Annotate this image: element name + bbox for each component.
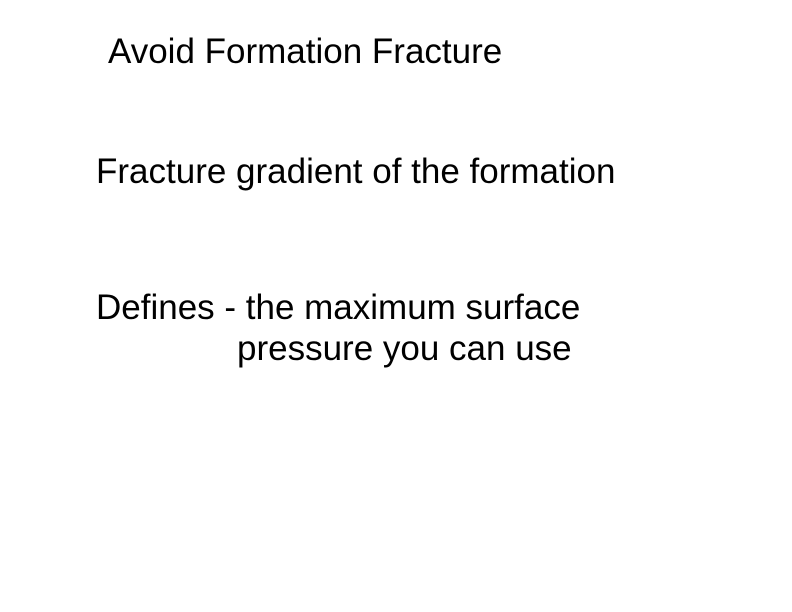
slide-title: Avoid Formation Fracture xyxy=(108,32,502,72)
body-line-2: Defines - the maximum surface xyxy=(96,288,580,328)
body-line-3: pressure you can use xyxy=(237,329,572,369)
body-line-1: Fracture gradient of the formation xyxy=(96,152,615,192)
